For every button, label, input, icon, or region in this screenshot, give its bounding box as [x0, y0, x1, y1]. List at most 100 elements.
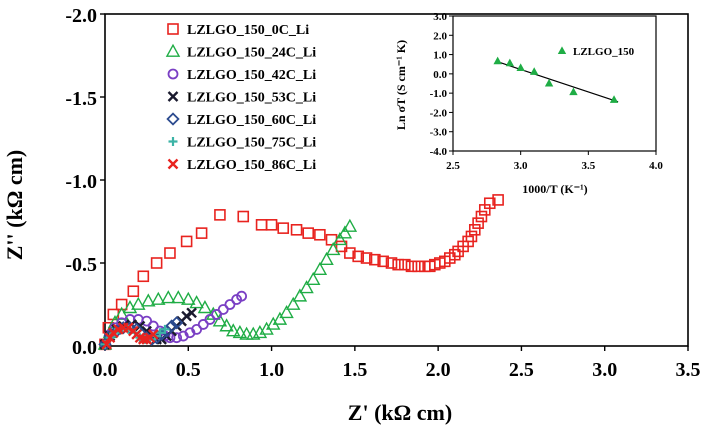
inset-series-LZLGO_150 [493, 56, 619, 103]
data-point [352, 250, 364, 263]
inset-plot-border [452, 15, 657, 152]
data-point [137, 270, 150, 283]
legend-label: LZLGO_150_75C_Li [187, 136, 316, 151]
y-axis-title: Z'' (kΩ cm) [2, 150, 27, 261]
data-point [161, 290, 176, 304]
data-point [392, 258, 404, 271]
legend-label: LZLGO_150_60C_Li [187, 113, 316, 128]
data-point [312, 261, 328, 276]
inset-x-tick-label: 4.0 [649, 160, 663, 172]
data-point [171, 290, 186, 304]
data-point [206, 306, 221, 320]
data-point [197, 300, 213, 314]
data-point [189, 295, 204, 309]
main-data-series [97, 194, 504, 352]
data-point [150, 257, 163, 269]
data-point [131, 296, 146, 310]
legend-marker [167, 23, 179, 35]
data-point [255, 219, 268, 231]
inset-y-tick-label: 1.0 [433, 50, 447, 62]
inset-fit-line [496, 60, 619, 103]
inset-y-tick-label: 3.0 [433, 11, 447, 23]
legend-label: LZLGO_150_86C_Li [187, 158, 316, 173]
data-point [204, 314, 216, 325]
data-point [465, 230, 478, 243]
x-tick-label: 1.0 [259, 359, 284, 381]
inset-y-tick-label: -2.0 [430, 107, 448, 119]
data-point [272, 311, 288, 325]
data-point [147, 320, 159, 332]
x-tick-label: 3.5 [676, 359, 701, 381]
data-point [211, 309, 223, 320]
data-point [279, 305, 294, 319]
data-point [212, 313, 228, 327]
data-point [377, 255, 389, 268]
data-point [160, 324, 170, 334]
data-point [127, 285, 140, 298]
data-point [147, 329, 159, 340]
data-point [219, 318, 234, 332]
inset-x-axis-title: 1000/T (K⁻¹) [522, 182, 587, 196]
y-tick-label: -2.0 [65, 5, 97, 27]
inset-data-point [505, 58, 515, 67]
inset-data-series [493, 56, 619, 103]
inset-data-point [569, 87, 578, 96]
legend-label: LZLGO_150_42C_Li [187, 68, 316, 83]
data-point [252, 324, 268, 339]
main-legend: LZLGO_150_0C_Li LZLGO_150_24C_Li LZLGO_150… [165, 23, 316, 173]
data-point [468, 224, 481, 236]
x-tick-label: 0.0 [93, 359, 118, 381]
x-tick-label: 2.5 [509, 359, 534, 381]
data-point [191, 323, 203, 335]
data-point [344, 247, 356, 259]
data-point [226, 323, 241, 337]
legend-label: LZLGO_150_53C_Li [187, 91, 316, 106]
y-tick-label: -1.0 [65, 171, 97, 193]
inset-data-point [530, 67, 539, 75]
data-point [155, 328, 165, 338]
data-point [151, 291, 166, 305]
legend-marker [167, 91, 179, 102]
data-point [101, 338, 113, 350]
legend-marker [165, 43, 181, 57]
data-point [181, 291, 196, 305]
data-point [337, 225, 353, 239]
inset-x-tick-label: 2.5 [446, 160, 460, 172]
x-tick-label: 2.0 [426, 359, 451, 381]
data-point [405, 260, 418, 273]
data-point [299, 280, 314, 294]
data-point [369, 253, 381, 266]
data-point [292, 288, 308, 302]
data-point [237, 210, 250, 223]
data-point [475, 210, 488, 223]
data-point [186, 307, 197, 319]
legend-marker [168, 137, 178, 146]
legend-label: LZLGO_150_0C_Li [187, 23, 309, 38]
data-point [448, 248, 461, 261]
data-point [325, 241, 341, 256]
inset-y-tick-label: -1.0 [430, 88, 448, 100]
data-point [164, 319, 179, 333]
inset-y-tick-label: 0.0 [433, 69, 447, 81]
x-tick-label: 0.5 [176, 359, 201, 381]
data-point [277, 222, 290, 234]
legend-marker [167, 158, 179, 170]
inset-legend-marker [557, 46, 567, 54]
data-point [171, 332, 183, 344]
data-point [265, 219, 278, 231]
data-point [224, 299, 236, 310]
data-point [342, 218, 358, 232]
data-point [236, 290, 247, 302]
inset-legend: LZLGO_150 [557, 46, 635, 58]
inset-y-tick-label: 2.0 [433, 30, 447, 42]
data-point [492, 194, 504, 206]
inset-y-tick-label: -3.0 [430, 127, 448, 139]
inset-x-tick-label: 3.5 [581, 160, 595, 172]
inset-axis-ticks: 2.5 3.0 3.5 4.0 3.0 2.0 1.0 0.0 -1.0 -2.0 -3.0 -4.0 [430, 11, 664, 172]
data-point [483, 197, 496, 210]
data-point [302, 227, 315, 239]
data-point [169, 316, 184, 330]
data-point [319, 251, 334, 266]
data-point [290, 224, 303, 236]
